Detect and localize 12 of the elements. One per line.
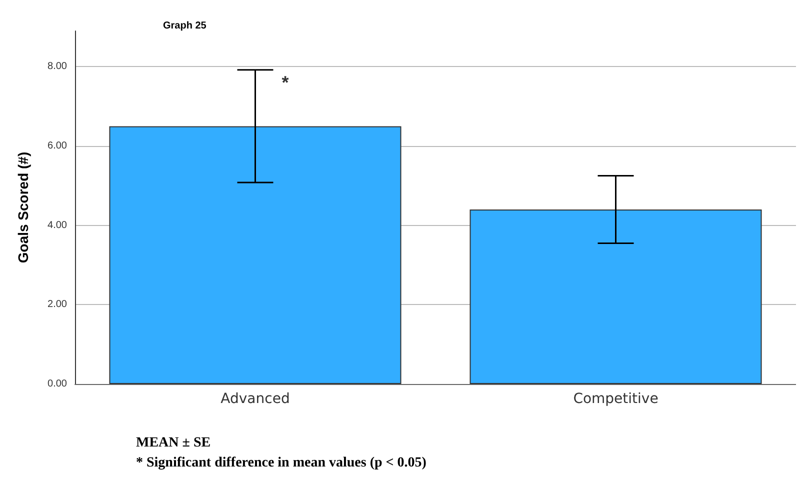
y-tick-label: 4.00 bbox=[48, 220, 68, 231]
text: * Significant difference in mean values (p < 0.05) bbox=[136, 456, 427, 470]
x-tick-label: Competitive bbox=[573, 391, 658, 407]
y-tick-label: 2.00 bbox=[48, 299, 68, 310]
y-axis-title: Goals Scored (#) bbox=[15, 152, 31, 264]
y-tick-label: 8.00 bbox=[48, 61, 68, 72]
y-tick-label: 6.00 bbox=[48, 140, 68, 152]
y-tick-label: 0.00 bbox=[48, 378, 68, 390]
annotation: * bbox=[282, 72, 289, 93]
text: MEAN ± SE bbox=[136, 436, 211, 450]
chart-title: Graph 25 bbox=[163, 20, 207, 32]
x-tick-label: Advanced bbox=[220, 391, 290, 407]
